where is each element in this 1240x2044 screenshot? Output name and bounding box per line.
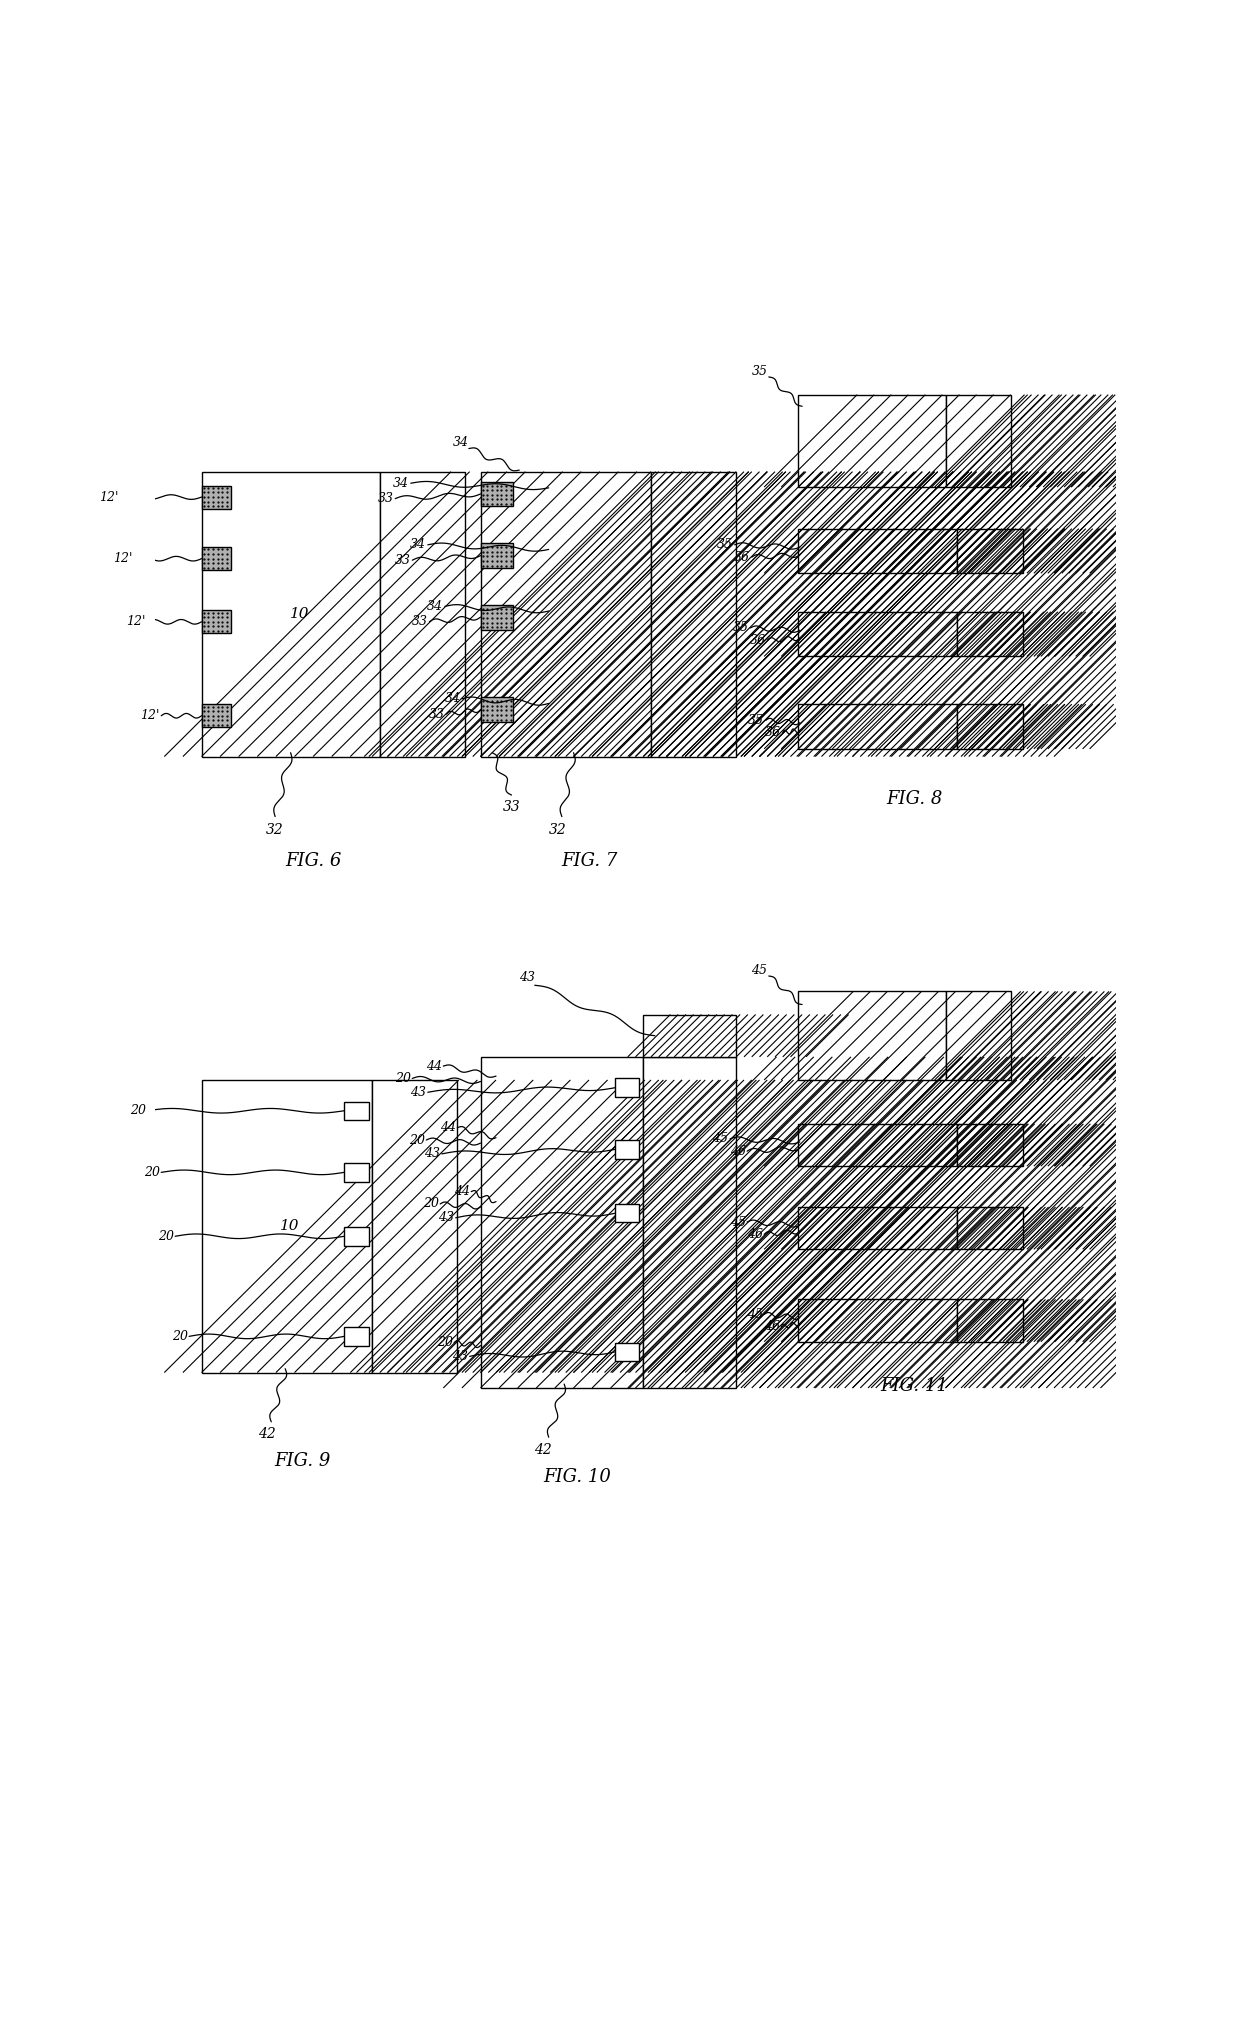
Text: FIG. 7: FIG. 7 bbox=[560, 852, 618, 869]
Text: 45: 45 bbox=[713, 1132, 729, 1145]
Bar bbox=[799, 529, 957, 572]
Text: FIG. 9: FIG. 9 bbox=[274, 1451, 330, 1470]
Text: 43: 43 bbox=[410, 1085, 427, 1100]
Text: 45: 45 bbox=[729, 1216, 745, 1228]
Bar bbox=[644, 1057, 737, 1388]
Text: 35: 35 bbox=[717, 538, 733, 552]
Bar bbox=[201, 705, 231, 728]
Bar bbox=[345, 1102, 370, 1120]
Bar bbox=[799, 611, 957, 656]
Bar bbox=[481, 697, 513, 722]
Text: 33: 33 bbox=[394, 554, 410, 566]
Text: 10: 10 bbox=[290, 607, 309, 621]
Text: 32: 32 bbox=[549, 822, 567, 836]
Bar bbox=[201, 1079, 372, 1374]
Text: 34: 34 bbox=[428, 599, 444, 613]
Text: 20: 20 bbox=[157, 1230, 174, 1243]
Bar bbox=[799, 1124, 957, 1167]
Bar bbox=[201, 611, 231, 634]
Text: 36: 36 bbox=[765, 726, 781, 740]
Text: 33: 33 bbox=[502, 799, 521, 814]
Bar bbox=[345, 1226, 370, 1245]
Text: 20: 20 bbox=[144, 1165, 160, 1179]
Bar bbox=[957, 1208, 1023, 1249]
Text: 12': 12' bbox=[140, 709, 160, 722]
Bar bbox=[644, 1014, 737, 1057]
Text: 33: 33 bbox=[378, 493, 394, 505]
Text: 35: 35 bbox=[751, 366, 768, 378]
Text: 34: 34 bbox=[453, 435, 469, 450]
Bar bbox=[957, 1124, 1023, 1167]
Text: 35: 35 bbox=[748, 713, 764, 728]
Bar bbox=[201, 472, 379, 756]
Text: 44: 44 bbox=[440, 1122, 456, 1134]
Bar bbox=[481, 544, 513, 568]
Bar bbox=[799, 705, 957, 748]
Bar bbox=[615, 1204, 639, 1222]
Text: 46: 46 bbox=[764, 1320, 780, 1333]
Bar bbox=[379, 472, 465, 756]
Text: 34: 34 bbox=[393, 476, 409, 491]
Text: 45: 45 bbox=[746, 1308, 763, 1320]
Bar bbox=[957, 1300, 1023, 1341]
Text: 43: 43 bbox=[438, 1212, 454, 1224]
Text: FIG. 11: FIG. 11 bbox=[880, 1378, 949, 1396]
Text: FIG. 10: FIG. 10 bbox=[543, 1468, 611, 1486]
Bar bbox=[799, 991, 945, 1079]
Text: 32: 32 bbox=[267, 822, 284, 836]
Text: 12': 12' bbox=[126, 615, 146, 628]
Bar bbox=[345, 1327, 370, 1345]
Text: 45: 45 bbox=[751, 965, 768, 977]
Bar bbox=[957, 705, 1023, 748]
Bar bbox=[345, 1163, 370, 1181]
Text: 43: 43 bbox=[424, 1147, 440, 1161]
Text: FIG. 8: FIG. 8 bbox=[887, 789, 942, 807]
Text: 43: 43 bbox=[520, 971, 534, 983]
Text: 46: 46 bbox=[746, 1228, 763, 1241]
Bar bbox=[799, 1300, 957, 1341]
Text: 12': 12' bbox=[113, 552, 133, 566]
Text: 20: 20 bbox=[409, 1134, 424, 1147]
Bar bbox=[651, 472, 737, 756]
Text: 42: 42 bbox=[258, 1427, 277, 1441]
Bar bbox=[945, 991, 1012, 1079]
Text: 20: 20 bbox=[130, 1104, 146, 1118]
Bar bbox=[481, 482, 513, 507]
Bar bbox=[615, 1079, 639, 1098]
Text: 20: 20 bbox=[171, 1331, 187, 1343]
Bar bbox=[615, 1141, 639, 1159]
Text: 35: 35 bbox=[733, 621, 749, 634]
Bar bbox=[945, 394, 1012, 486]
Bar bbox=[201, 548, 231, 570]
Text: 44: 44 bbox=[454, 1186, 470, 1198]
Text: 43: 43 bbox=[453, 1349, 469, 1363]
Bar bbox=[481, 1057, 644, 1388]
Text: 33: 33 bbox=[429, 707, 445, 722]
Text: 34: 34 bbox=[444, 693, 460, 705]
Bar bbox=[481, 472, 651, 756]
Text: 10: 10 bbox=[280, 1220, 300, 1233]
Text: 20: 20 bbox=[423, 1198, 439, 1210]
Text: 33: 33 bbox=[412, 615, 428, 628]
Text: 12': 12' bbox=[99, 491, 119, 503]
Text: 44: 44 bbox=[425, 1059, 441, 1073]
Text: 34: 34 bbox=[410, 538, 427, 552]
Bar bbox=[372, 1079, 458, 1374]
Text: 46: 46 bbox=[729, 1145, 745, 1157]
Bar bbox=[799, 394, 945, 486]
Bar bbox=[201, 486, 231, 509]
Text: 36: 36 bbox=[750, 634, 766, 646]
Text: 42: 42 bbox=[533, 1443, 552, 1457]
Text: FIG. 6: FIG. 6 bbox=[285, 852, 342, 869]
Text: 20: 20 bbox=[394, 1071, 410, 1085]
Bar bbox=[799, 1208, 957, 1249]
Text: 36: 36 bbox=[734, 550, 750, 564]
Bar bbox=[957, 529, 1023, 572]
Bar bbox=[615, 1343, 639, 1361]
Text: 20: 20 bbox=[436, 1337, 453, 1349]
Bar bbox=[957, 611, 1023, 656]
Bar bbox=[481, 605, 513, 630]
